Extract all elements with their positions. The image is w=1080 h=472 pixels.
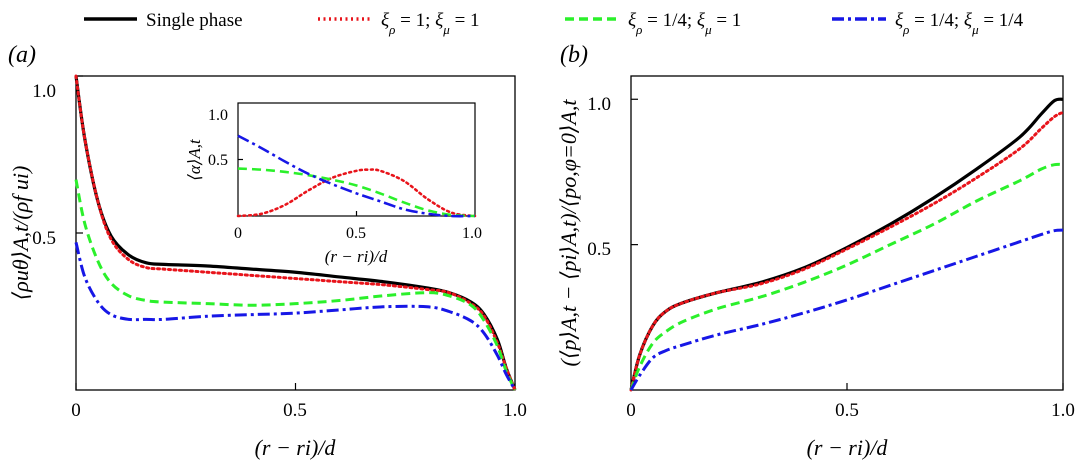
inset-xtick-1: 0.5: [346, 225, 366, 242]
panel-a-ytick-1: 1.0: [32, 81, 56, 102]
series-line-single-phase: [629, 97, 1064, 391]
panel-label-a: (a): [8, 42, 36, 68]
panel-b-ytick-0: 0.5: [587, 239, 611, 260]
panel-label-b: (b): [560, 42, 588, 68]
series-line--1-4-1-4: [629, 228, 1064, 391]
panel-b-ylabel: (⟨p⟩A,t − ⟨pi⟩A,t)/⟨po,φ=0⟩A,t: [556, 99, 581, 367]
inset-xtick-2: 1.0: [462, 225, 482, 242]
series-line--1-1: [236, 168, 477, 218]
inset-ytick-1: 1.0: [208, 107, 228, 124]
series-line--1-4-1: [237, 167, 476, 218]
panel-b-frame: [630, 75, 1064, 391]
panel-b-xtick-1: 0.5: [835, 400, 859, 421]
legend-label-case3: ξρ = 1/4; ξμ = 1/4: [895, 10, 1024, 37]
panel-a-ylabel: ⟨ρuθ⟩A,t/(ρf ui): [8, 166, 33, 301]
inset-ylabel: ⟨α⟩A,t: [185, 138, 204, 181]
inset-ytick-0: 0.5: [208, 152, 228, 169]
legend-label-single-phase: Single phase: [146, 10, 243, 31]
panel-b-xtick-0: 0: [626, 400, 636, 421]
inset-ticks: [238, 158, 358, 216]
series-line--1-1: [629, 110, 1065, 392]
series-line--1-4-1-4: [74, 242, 517, 391]
panel-b-ticks: [630, 98, 1064, 390]
series-line--1-4-1: [629, 162, 1064, 391]
panel-a-xtick-2: 1.0: [503, 400, 527, 421]
legend-label-case1: ξρ = 1; ξμ = 1: [381, 10, 480, 37]
panel-a-xlabel: (r − ri)/d: [255, 435, 337, 460]
panel-b-series: [629, 97, 1065, 392]
inset-xlabel: (r − ri)/d: [325, 247, 388, 266]
panel-a-xtick-1: 0.5: [283, 400, 307, 421]
inset-series: [236, 134, 477, 218]
panel-a-series: [74, 74, 517, 392]
series-line--1-4-1-4: [237, 134, 476, 218]
legend-label-case2: ξρ = 1/4; ξμ = 1: [628, 10, 741, 37]
panel-b-ytick-1: 1.0: [587, 94, 611, 115]
panel-b-xlabel: (r − ri)/d: [807, 435, 889, 460]
series-line--1-4-1: [74, 179, 517, 391]
legend: Single phase ξρ = 1; ξμ = 1 ξρ = 1/4; ξμ…: [84, 10, 1024, 37]
inset-frame: [237, 102, 476, 217]
panel-b-xtick-2: 1.0: [1051, 400, 1075, 421]
panel-a-xtick-0: 0: [71, 400, 81, 421]
series-line--1-1: [74, 74, 517, 392]
inset-xtick-0: 0: [234, 225, 242, 242]
panel-a-ytick-0: 0.5: [32, 228, 56, 249]
